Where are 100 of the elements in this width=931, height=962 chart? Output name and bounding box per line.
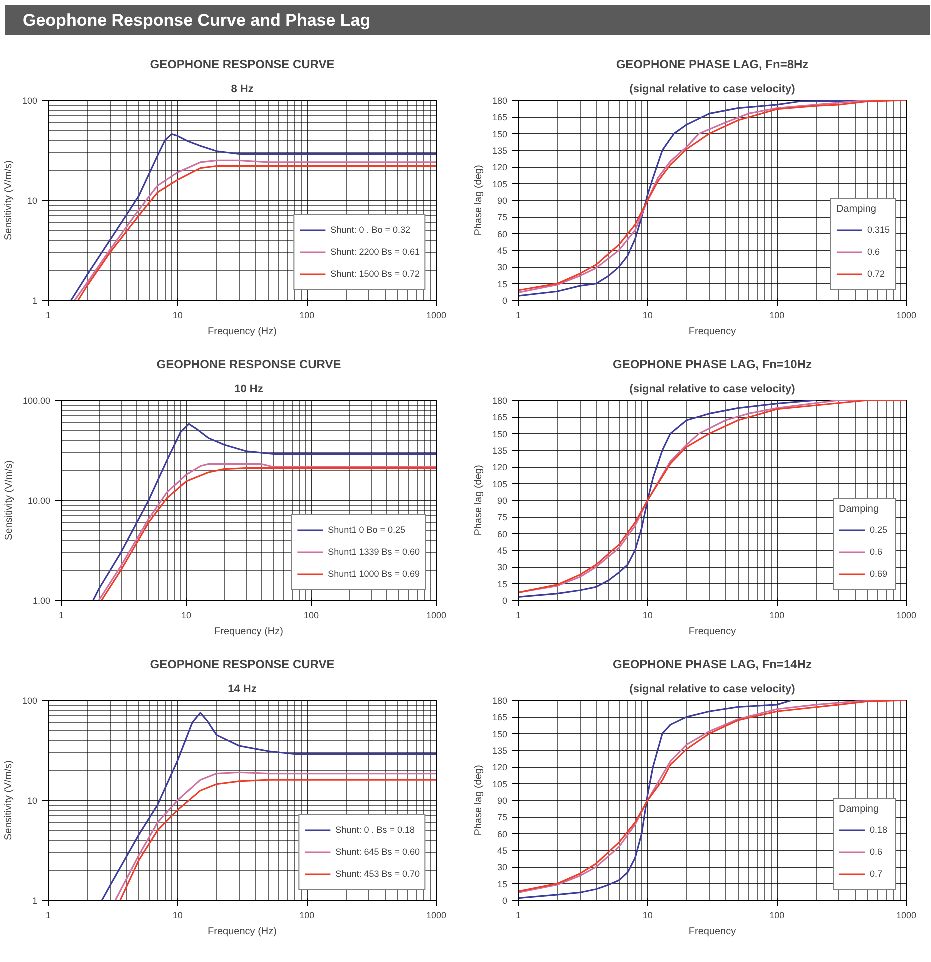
y-axis-title: Sensitivity (V/m/s) [3,760,14,841]
y-tick-label: 0 [502,296,508,306]
y-tick-label: 30 [497,262,508,273]
y-tick-label: 100 [22,96,38,106]
x-tick-label: 10 [642,910,653,920]
x-tick-label: 1 [58,610,64,620]
x-axis-title: Frequency (Hz) [214,626,284,638]
chart-title: GEOPHONE RESPONSE CURVE [150,58,335,72]
y-tick-label: 180 [492,396,508,406]
y-tick-label: 90 [497,796,508,806]
chart-title: GEOPHONE PHASE LAG, Fn=8Hz [616,58,809,72]
x-tick-label: 1000 [896,610,917,620]
x-tick-label: 100 [300,310,315,320]
y-tick-label: 30 [497,862,508,873]
y-tick-label: 15 [497,579,508,590]
y-tick-label: 105 [492,179,508,190]
chart-subtitle: (signal relative to case velocity) [630,384,796,396]
legend-label: Shunt1 0 Bo = 0.25 [328,525,406,535]
x-axis-title: Frequency (Hz) [208,326,277,338]
y-tick-label: 1 [32,296,38,306]
y-tick-label: 165 [492,412,508,423]
x-tick-label: 100 [304,610,320,620]
y-tick-label: 120 [492,162,508,173]
legend-label: 0.25 [870,525,889,535]
y-tick-label: 150 [492,429,508,440]
y-tick-label: 10 [27,196,38,206]
x-tick-label: 1000 [426,610,447,620]
legend-label: 0.69 [870,569,889,579]
legend-title: Damping [839,504,880,515]
chart-subtitle: 14 Hz [228,684,258,696]
chart-subtitle: 8 Hz [231,84,254,96]
legend-label: 0.315 [867,225,890,235]
y-tick-label: 180 [492,96,508,106]
y-tick-label: 0 [502,596,508,606]
y-tick-label: 105 [492,779,508,790]
y-tick-label: 105 [492,479,508,490]
y-tick-label: 75 [497,212,508,223]
legend-label: Shunt1 1000 Bs = 0.69 [328,569,420,579]
x-tick-label: 1000 [426,310,447,320]
chart-subtitle: (signal relative to case velocity) [630,84,796,96]
y-axis-title: Phase lag (deg) [473,465,484,536]
x-axis-title: Frequency [688,326,736,338]
x-tick-label: 10 [642,310,653,320]
chart-subtitle: (signal relative to case velocity) [630,684,796,696]
y-tick-label: 135 [492,146,508,156]
legend-label: Shunt: 1500 Bs = 0.72 [330,269,420,279]
y-tick-label: 75 [497,812,508,823]
x-axis-title: Frequency (Hz) [208,926,277,938]
x-tick-label: 100 [770,910,785,920]
legend-title: Damping [839,804,880,815]
x-tick-label: 10 [181,610,192,620]
y-tick-label: 30 [497,562,508,573]
legend-label: 0.6 [870,547,884,557]
x-axis-title: Frequency [688,626,736,638]
y-tick-label: 165 [492,112,508,123]
y-tick-label: 45 [497,246,508,256]
x-tick-label: 1000 [896,310,917,320]
x-tick-label: 1 [516,910,522,920]
y-axis-title: Phase lag (deg) [473,165,484,236]
y-tick-label: 120 [492,762,508,773]
y-axis-title: Sensitivity (V/m/s) [4,460,15,541]
x-tick-label: 1 [516,310,522,320]
legend-label: Shunt: 0 . Bs = 0.18 [336,825,415,835]
y-tick-label: 1 [32,896,38,906]
y-tick-label: 100 [22,696,38,706]
y-tick-label: 60 [497,529,508,540]
legend-label: 0.18 [870,825,889,835]
chart-title: GEOPHONE PHASE LAG, Fn=10Hz [612,358,812,372]
y-tick-label: 45 [497,546,508,556]
y-tick-label: 165 [492,712,508,723]
legend-label: Shunt1 1339 Bs = 0.60 [328,547,420,557]
y-tick-label: 60 [497,229,508,240]
y-axis-title: Sensitivity (V/m/s) [3,160,14,241]
chart-title: GEOPHONE PHASE LAG, Fn=14Hz [612,658,812,672]
x-tick-label: 1 [516,610,522,620]
text: Geophone Response Curve and Phase Lag [23,10,371,32]
y-tick-label: 180 [492,696,508,706]
chart-title: GEOPHONE RESPONSE CURVE [156,358,342,372]
y-tick-label: 10 [27,796,38,806]
chart-title: GEOPHONE RESPONSE CURVE [150,658,335,672]
chart-subtitle: 10 Hz [234,384,264,396]
y-tick-label: 1.00 [32,596,51,606]
y-tick-label: 150 [492,729,508,740]
y-tick-label: 100.00 [22,396,51,406]
y-tick-label: 10.00 [28,496,51,506]
y-tick-label: 45 [497,846,508,856]
y-tick-label: 135 [492,446,508,456]
y-axis-title: Phase lag (deg) [473,765,484,836]
x-tick-label: 10 [172,910,183,920]
legend-label: 0.6 [867,247,881,257]
legend-label: Shunt: 645 Bs = 0.60 [336,847,420,857]
y-tick-label: 60 [497,829,508,840]
x-tick-label: 100 [770,610,785,620]
legend-label: Shunt: 453 Bs = 0.70 [336,869,420,879]
x-tick-label: 10 [172,310,183,320]
y-tick-label: 120 [492,462,508,473]
y-tick-label: 15 [497,279,508,290]
y-tick-label: 150 [492,129,508,140]
x-tick-label: 1000 [426,910,447,920]
x-axis-title: Frequency [688,926,736,938]
